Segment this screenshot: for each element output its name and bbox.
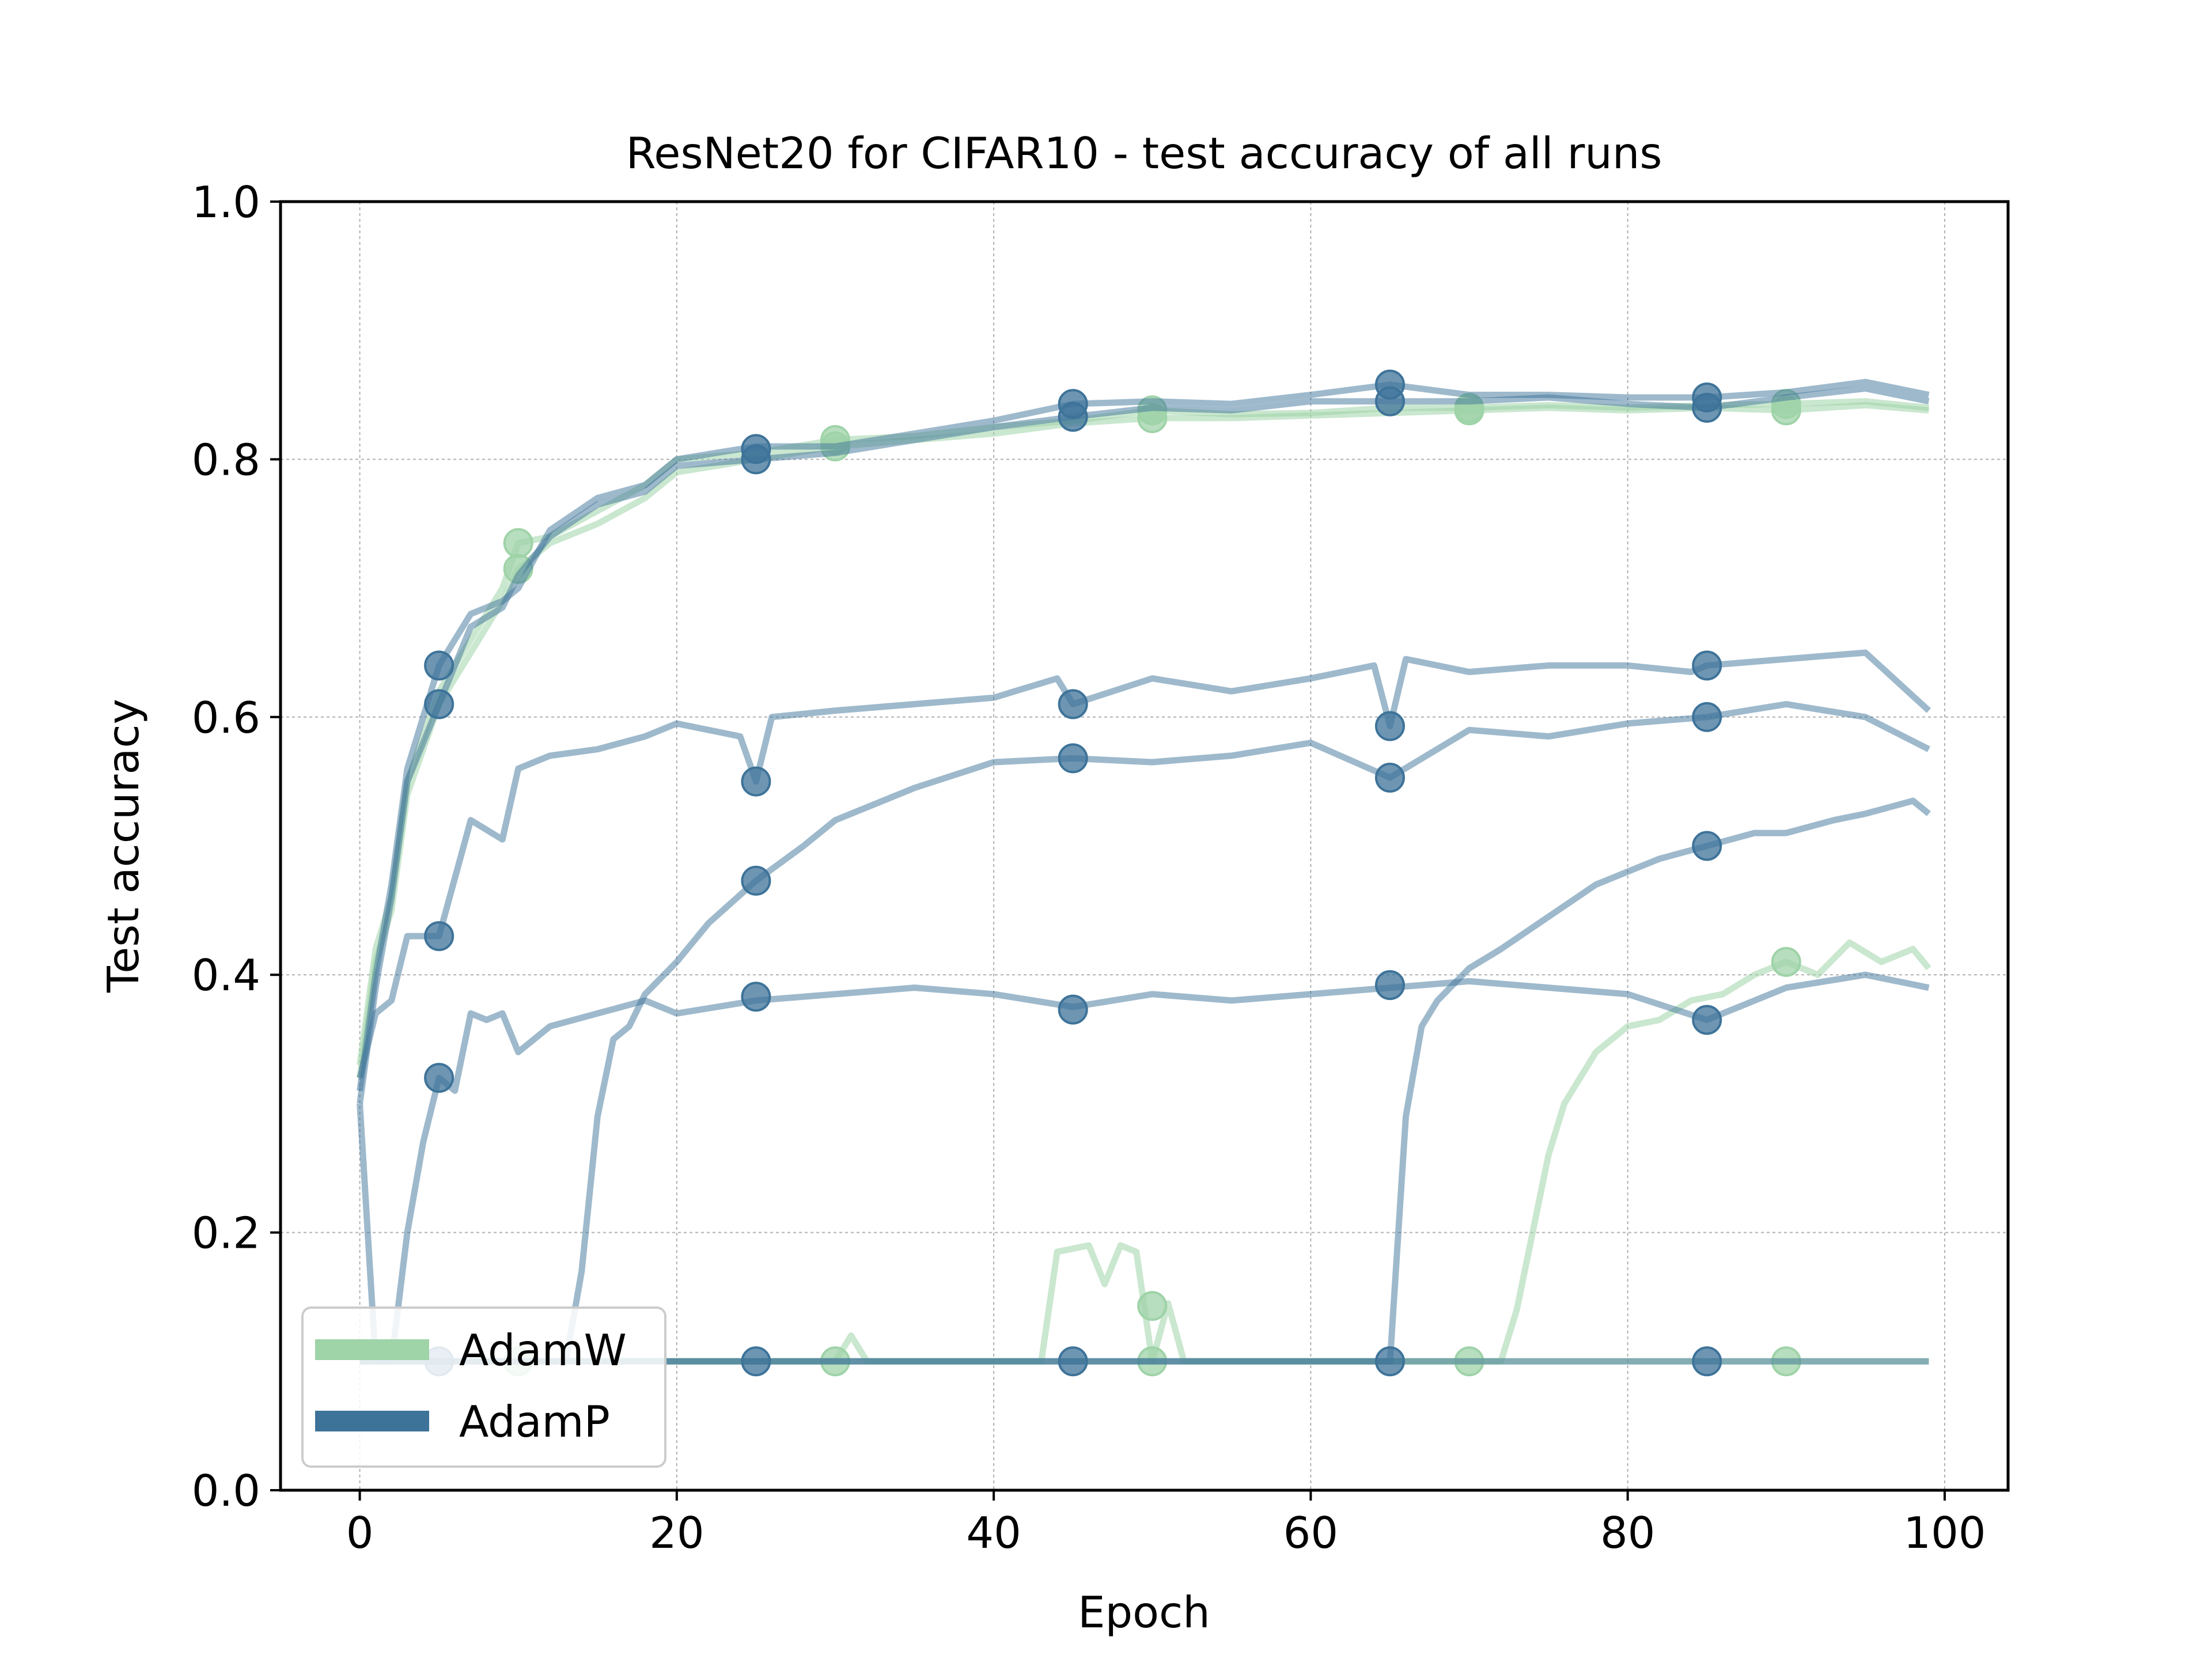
data-point-marker	[1058, 1346, 1088, 1377]
data-point-marker	[1692, 1005, 1722, 1035]
series-adamp-run	[357, 385, 1930, 1104]
data-point-marker	[1374, 711, 1405, 741]
x-tick-label: 0	[346, 1508, 374, 1558]
data-point-marker	[1058, 402, 1088, 432]
data-point-marker	[1374, 970, 1405, 1001]
series-line	[357, 378, 1930, 1092]
y-tick-label: 0.0	[192, 1465, 260, 1516]
x-tick-label: 20	[649, 1508, 704, 1558]
legend: AdamW AdamP	[301, 1306, 666, 1468]
x-tick-label: 40	[966, 1508, 1021, 1558]
data-point-marker	[424, 1063, 454, 1093]
y-axis-label: Test accuracy	[98, 699, 149, 993]
data-point-marker	[741, 766, 771, 797]
data-point-marker	[1374, 386, 1405, 416]
x-tick-label: 100	[1903, 1508, 1986, 1558]
y-tick-label: 0.4	[192, 950, 260, 1001]
series-line	[357, 385, 1930, 1104]
legend-label-adamw: AdamW	[459, 1325, 627, 1376]
series-adamp-run	[357, 970, 1930, 1365]
x-tick-label: 80	[1600, 1508, 1655, 1558]
series-line	[359, 700, 1930, 1365]
series-line	[359, 797, 1931, 1365]
data-point-marker	[1374, 762, 1405, 793]
data-point-marker	[1137, 1291, 1168, 1321]
data-point-marker	[1692, 650, 1722, 681]
y-tick-label: 0.6	[192, 692, 260, 743]
plot-frame	[279, 200, 2010, 1492]
series-adamp-run	[359, 700, 1930, 1365]
data-point-marker	[741, 982, 771, 1012]
series-line	[357, 649, 1931, 1079]
series-adamp-run	[357, 649, 1931, 1079]
data-point-marker	[1058, 743, 1088, 774]
data-point-marker	[741, 865, 771, 896]
y-tick-label: 0.2	[192, 1208, 260, 1259]
data-point-marker	[1692, 702, 1722, 732]
data-point-marker	[1692, 392, 1722, 423]
data-point-marker	[1771, 946, 1801, 977]
data-point-marker	[1692, 831, 1722, 861]
data-point-marker	[1692, 1346, 1722, 1377]
chart-title: ResNet20 for CIFAR10 - test accuracy of …	[626, 128, 1662, 179]
data-point-marker	[503, 528, 533, 558]
data-point-marker	[1058, 689, 1088, 719]
data-point-marker	[741, 1346, 771, 1377]
data-point-marker	[424, 689, 454, 719]
ticks: 0 20 40 60 80 100 0.0 0.2 0.4 0.6 0.8 1.0	[192, 177, 1986, 1558]
x-tick-label: 60	[1283, 1508, 1338, 1558]
x-axis-label: Epoch	[1078, 1587, 1210, 1638]
legend-label-adamp: AdamP	[459, 1396, 610, 1447]
y-tick-label: 1.0	[192, 177, 260, 228]
data-point-marker	[424, 921, 454, 952]
data-point-marker	[741, 444, 771, 475]
y-tick-label: 0.8	[192, 434, 260, 485]
data-point-marker	[1058, 994, 1088, 1025]
